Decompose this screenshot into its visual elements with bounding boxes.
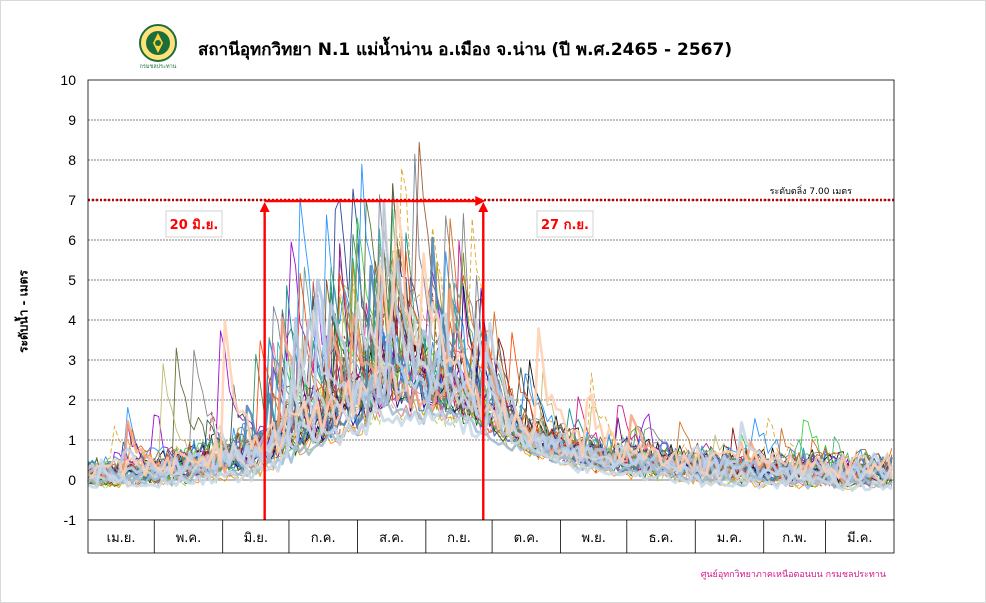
logo-text: กรมชลประทาน — [140, 63, 177, 70]
x-tick-label: เม.ย. — [107, 531, 136, 546]
y-tick-label: 3 — [68, 352, 76, 368]
marker-arrowhead — [478, 202, 489, 212]
overlay-group: ระดับตลิ่ง 7.00 เมตร 20 มิ.ย. 27 ก.ย. — [88, 184, 894, 523]
chart-title: สถานีอุทกวิทยา N.1 แม่น้ำน่าน อ.เมือง จ.… — [198, 40, 733, 60]
y-tick-label: 0 — [68, 472, 76, 488]
y-tick-label: 4 — [68, 312, 76, 328]
series-line — [87, 375, 893, 492]
y-tick-label: 9 — [68, 112, 76, 128]
marker-arrowhead — [259, 202, 270, 212]
y-tick-label: 2 — [68, 392, 76, 408]
season-span-arrowhead — [475, 196, 486, 206]
marker-label: 20 มิ.ย. — [170, 218, 219, 233]
y-tick-label: 7 — [68, 192, 76, 208]
x-tick-label: ก.พ. — [782, 531, 807, 546]
x-tick-label: พ.ค. — [176, 531, 202, 546]
marker-label-box — [536, 210, 594, 238]
x-tick-label: ก.ย. — [447, 531, 471, 546]
y-tick-label: -1 — [64, 512, 77, 528]
y-tick-label: 1 — [68, 432, 76, 448]
y-tick-label: 8 — [68, 152, 76, 168]
y-tick-label: 6 — [68, 232, 76, 248]
grid-lines — [88, 119, 894, 481]
x-tick-label: ต.ค. — [514, 531, 539, 546]
y-tick-label: 10 — [60, 72, 76, 88]
marker-label-box — [165, 210, 223, 238]
x-tick-label: ส.ค. — [379, 531, 404, 546]
x-tick-label: ธ.ค. — [649, 531, 674, 546]
series-group — [86, 141, 894, 492]
royal-irrigation-logo: กรมชลประทาน — [139, 24, 177, 70]
x-tick-label: ม.ค. — [717, 531, 743, 546]
axes-group: -1 0 1 2 3 4 5 6 7 8 9 10 เม.ย. พ.ค. มิ.ย. ก.ค. ส.ค. ก.ย.… — [60, 72, 895, 554]
series-line — [86, 202, 892, 479]
credit-text: ศูนย์อุทกวิทยาภาคเหนือตอนบน กรมชลประทาน — [700, 570, 886, 580]
x-tick-label: มี.ค. — [847, 530, 873, 546]
x-tick-label: พ.ย. — [581, 531, 605, 546]
x-tick-label: มิ.ย. — [244, 531, 268, 546]
series-line — [87, 202, 894, 479]
month-axis-box — [87, 519, 895, 554]
marker-label: 27 ก.ย. — [541, 218, 589, 233]
series-line — [87, 257, 893, 485]
y-tick-label: 5 — [68, 272, 76, 288]
x-tick-label: ก.ค. — [311, 531, 336, 546]
bank-level-label: ระดับตลิ่ง 7.00 เมตร — [770, 184, 853, 197]
